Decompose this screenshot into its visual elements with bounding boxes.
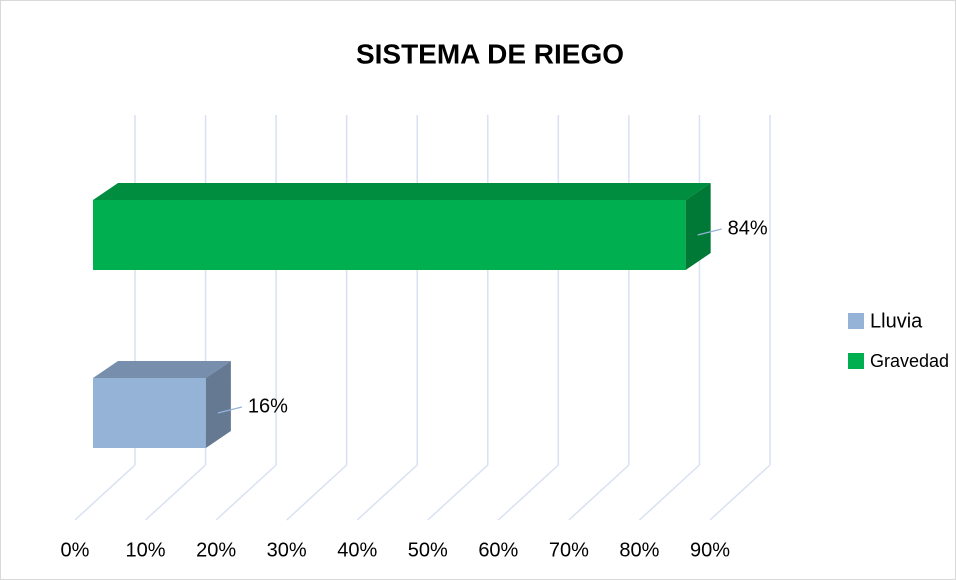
label-leader: [697, 228, 722, 236]
grid-line-floor: [215, 464, 277, 521]
grid-line-floor: [74, 464, 136, 521]
legend-swatch: [848, 313, 864, 329]
x-tick-label: 40%: [337, 539, 377, 561]
bar: [93, 378, 206, 448]
grid-line-floor: [427, 464, 489, 521]
legend-label: Lluvia: [870, 310, 923, 332]
x-tick-label: 70%: [549, 539, 589, 561]
label-leader: [217, 406, 243, 414]
bar: [93, 200, 686, 270]
grid-line-floor: [638, 464, 700, 521]
bar-top: [93, 361, 231, 378]
x-tick-label: 80%: [619, 539, 659, 561]
x-tick-label: 50%: [408, 539, 448, 561]
grid-line-floor: [568, 464, 630, 521]
bar-side: [205, 361, 231, 448]
grid-line-floor: [709, 464, 771, 521]
legend-swatch: [848, 353, 864, 369]
data-label: 84%: [728, 217, 768, 239]
x-tick-label: 60%: [478, 539, 518, 561]
chart-title: SISTEMA DE RIEGO: [356, 38, 624, 69]
bar-top: [93, 183, 711, 200]
x-tick-label: 30%: [267, 539, 307, 561]
x-tick-label: 0%: [61, 539, 90, 561]
x-tick-label: 90%: [690, 539, 730, 561]
legend-label: Gravedad: [870, 351, 949, 371]
grid-line-floor: [145, 464, 207, 521]
data-label: 16%: [248, 395, 288, 417]
grid-line-floor: [356, 464, 418, 521]
x-tick-label: 20%: [196, 539, 236, 561]
grid-line-floor: [286, 464, 348, 521]
bar-side: [685, 183, 711, 270]
x-tick-label: 10%: [126, 539, 166, 561]
grid-line-floor: [497, 464, 559, 521]
